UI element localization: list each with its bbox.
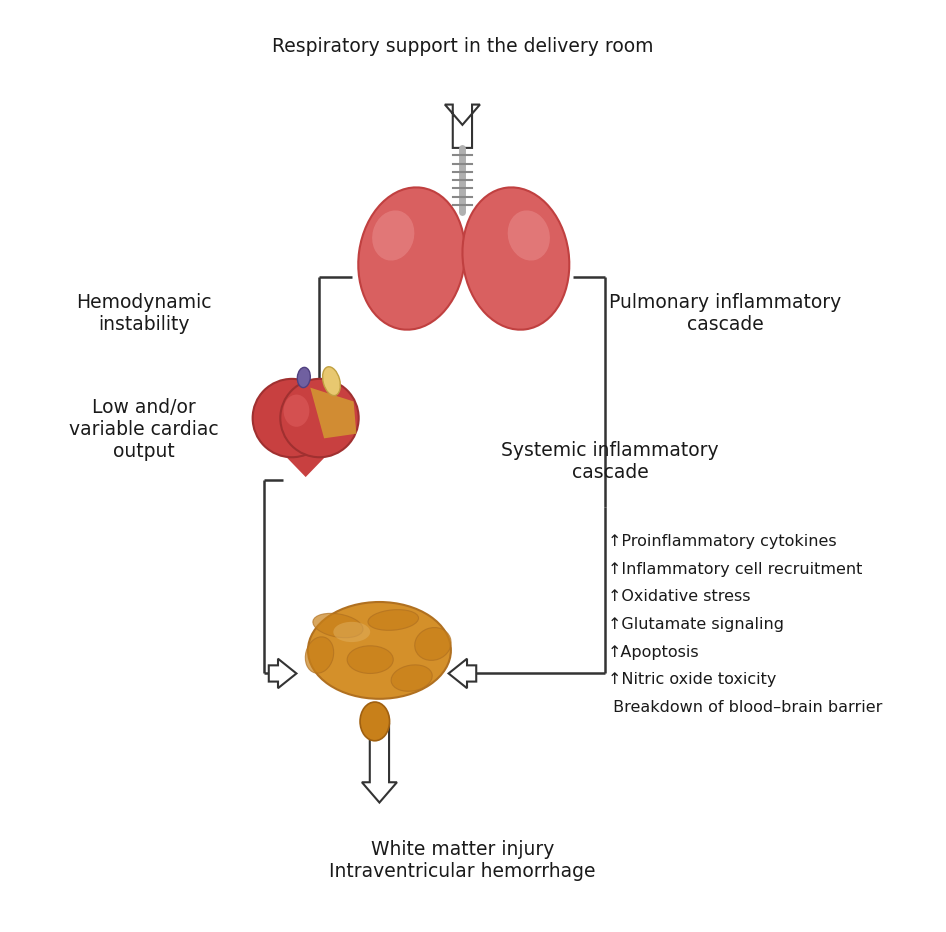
Text: Systemic inflammatory
cascade: Systemic inflammatory cascade	[501, 441, 719, 482]
PathPatch shape	[445, 104, 480, 148]
Ellipse shape	[508, 211, 550, 261]
PathPatch shape	[448, 659, 476, 688]
Ellipse shape	[359, 187, 465, 330]
Ellipse shape	[333, 622, 370, 642]
Ellipse shape	[414, 627, 451, 661]
Text: ↑Apoptosis: ↑Apoptosis	[608, 645, 700, 660]
Text: Low and/or
variable cardiac
output: Low and/or variable cardiac output	[69, 398, 219, 460]
PathPatch shape	[362, 724, 397, 802]
Ellipse shape	[360, 702, 390, 741]
Ellipse shape	[372, 211, 414, 261]
Ellipse shape	[308, 602, 451, 699]
Text: ↑Glutamate signaling: ↑Glutamate signaling	[608, 617, 784, 632]
Text: ↑Oxidative stress: ↑Oxidative stress	[608, 589, 750, 605]
Ellipse shape	[463, 187, 569, 330]
Text: ↑Nitric oxide toxicity: ↑Nitric oxide toxicity	[608, 672, 777, 688]
Polygon shape	[253, 422, 359, 477]
Text: ↑Proinflammatory cytokines: ↑Proinflammatory cytokines	[608, 534, 836, 549]
Ellipse shape	[253, 379, 331, 458]
Ellipse shape	[284, 394, 309, 427]
Polygon shape	[310, 388, 357, 438]
Text: White matter injury
Intraventricular hemorrhage: White matter injury Intraventricular hem…	[329, 840, 596, 881]
Text: Breakdown of blood–brain barrier: Breakdown of blood–brain barrier	[608, 700, 883, 715]
Text: Pulmonary inflammatory
cascade: Pulmonary inflammatory cascade	[609, 294, 841, 335]
Ellipse shape	[313, 613, 363, 637]
Text: Respiratory support in the delivery room: Respiratory support in the delivery room	[272, 37, 653, 56]
Ellipse shape	[297, 367, 310, 388]
Ellipse shape	[323, 367, 341, 395]
Ellipse shape	[368, 610, 418, 630]
Text: ↑Inflammatory cell recruitment: ↑Inflammatory cell recruitment	[608, 562, 863, 577]
Ellipse shape	[391, 665, 432, 692]
Ellipse shape	[306, 637, 334, 673]
PathPatch shape	[304, 416, 335, 449]
Text: Hemodynamic
instability: Hemodynamic instability	[77, 294, 212, 335]
Ellipse shape	[280, 379, 359, 458]
Ellipse shape	[347, 646, 394, 674]
PathPatch shape	[269, 659, 296, 688]
